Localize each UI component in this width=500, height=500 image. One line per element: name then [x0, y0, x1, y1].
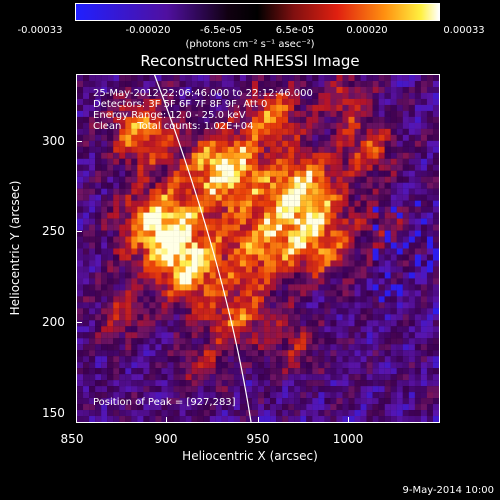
y-tick-mark [76, 322, 82, 323]
y-tick-label: 300 [42, 134, 65, 148]
colorbar-units: (photons cm⁻² s⁻¹ asec⁻²) [185, 39, 315, 50]
colorbar-tick: -0.00020 [125, 25, 171, 36]
limb-line [154, 75, 252, 422]
y-tick-label: 250 [42, 224, 65, 238]
info-time-range: 25-May-2012 22:06:46.000 to 22:12:46.000 [93, 88, 313, 99]
colorbar-tick: -0.00033 [17, 25, 63, 36]
x-tick-label: 950 [246, 432, 270, 446]
colorbar-tick: -6.5e-05 [200, 25, 242, 36]
info-energy-range: Energy Range: 12.0 - 25.0 keV [93, 110, 246, 121]
info-peak-position: Position of Peak = [927,283] [93, 397, 236, 408]
x-tick-label: 850 [60, 432, 84, 446]
colorbar-tick: 0.00020 [346, 25, 388, 36]
x-axis-label: Heliocentric X (arcsec) [182, 449, 318, 463]
colorbar [75, 3, 440, 21]
footer-date: 9-May-2014 10:00 [402, 485, 494, 496]
x-tick-mark [258, 417, 259, 423]
info-clean-counts: Clean Total counts: 1.02E+04 [93, 121, 254, 132]
x-tick-mark [348, 417, 349, 423]
y-tick-label: 200 [42, 315, 65, 329]
y-tick-mark [76, 141, 82, 142]
colorbar-tick: 0.00033 [443, 25, 485, 36]
y-axis-label: Heliocentric Y (arcsec) [8, 180, 22, 316]
rhessi-image-panel [76, 74, 440, 423]
colorbar-tick: 6.5e-05 [275, 25, 315, 36]
y-tick-mark [76, 231, 82, 232]
x-tick-mark [166, 417, 167, 423]
image-title: Reconstructed RHESSI Image [140, 52, 360, 70]
rhessi-image-pixels [77, 75, 439, 422]
info-detectors: Detectors: 3F 5F 6F 7F 8F 9F, Att 0 [93, 99, 268, 110]
x-tick-label: 1000 [332, 432, 364, 446]
colorbar-gradient [76, 4, 439, 20]
y-tick-label: 150 [42, 406, 65, 420]
x-tick-label: 900 [154, 432, 178, 446]
